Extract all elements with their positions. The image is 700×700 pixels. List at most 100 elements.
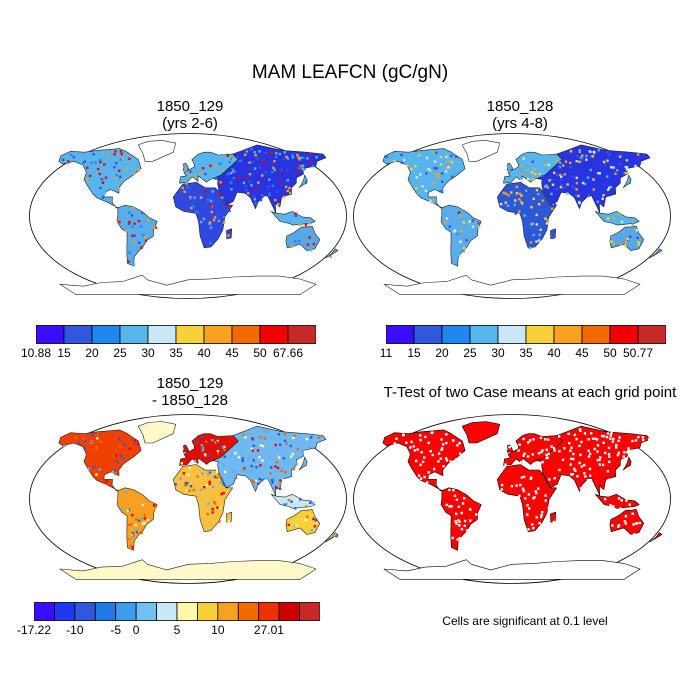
grid-cell (395, 437, 398, 440)
grid-cell (219, 162, 222, 165)
grid-cell (468, 220, 471, 223)
colorbar-3-box-5 (135, 602, 157, 621)
grid-cell (131, 225, 134, 228)
grid-cell (193, 196, 196, 199)
grid-cell (547, 506, 550, 510)
grid-cell (412, 445, 415, 448)
land-madagascar (226, 511, 232, 523)
grid-cell (204, 190, 207, 193)
grid-cell (549, 155, 552, 158)
grid-cell (610, 240, 613, 243)
grid-cell (545, 456, 548, 460)
grid-cell (598, 458, 601, 462)
grid-cell (211, 190, 214, 193)
grid-cell (424, 435, 427, 439)
significance-note: Cells are significant at 0.1 level (442, 614, 608, 628)
grid-cell (529, 439, 532, 442)
grid-cell (435, 167, 439, 170)
grid-cell (99, 440, 102, 443)
grid-cell (285, 442, 288, 445)
grid-cell (400, 153, 403, 157)
grid-cell (216, 449, 220, 453)
grid-cell (604, 162, 607, 165)
grid-cell (232, 177, 236, 180)
grid-cell (523, 214, 526, 217)
grid-cell (257, 181, 260, 184)
grid-cell (535, 240, 538, 243)
grid-cell (420, 451, 423, 454)
grid-cell (445, 459, 449, 462)
grid-cell (203, 453, 207, 456)
colorbar-3-box-7 (176, 602, 198, 621)
grid-cell (215, 212, 218, 216)
grid-cell (261, 194, 264, 197)
grid-cell (201, 449, 204, 452)
grid-cell (460, 511, 463, 515)
grid-cell (230, 172, 233, 175)
grid-cell (531, 523, 534, 526)
grid-cell (454, 520, 457, 523)
land-australia (285, 509, 321, 535)
grid-cell (535, 188, 539, 192)
grid-cell (434, 172, 438, 176)
grid-cell (433, 160, 437, 163)
grid-cell (551, 183, 555, 186)
grid-cell (252, 444, 255, 447)
grid-cell (98, 172, 101, 176)
grid-cell (462, 250, 466, 253)
grid-cell (210, 199, 213, 203)
grid-cell (550, 192, 553, 195)
colorbar-2-label-9: 50.77 (622, 346, 654, 360)
grid-cell (69, 153, 73, 157)
grid-cell (277, 203, 280, 206)
grid-cell (567, 432, 570, 436)
grid-cell (523, 225, 527, 228)
grid-cell (547, 163, 551, 167)
grid-cell (98, 433, 101, 436)
grid-cell (600, 434, 604, 438)
grid-cell (269, 472, 272, 475)
grid-cell (208, 471, 212, 474)
grid-cell (275, 486, 278, 490)
grid-cell (119, 175, 122, 179)
grid-cell (527, 528, 530, 531)
grid-cell (212, 218, 216, 222)
grid-cell (415, 459, 418, 463)
grid-cell (244, 184, 247, 188)
grid-cell (612, 242, 616, 245)
colorbar-1-box-7 (231, 325, 261, 344)
grid-cell (460, 527, 464, 531)
grid-cell (129, 523, 133, 526)
colorbar-2-label-5: 35 (519, 346, 533, 360)
grid-cell (143, 517, 147, 520)
grid-cell (128, 157, 131, 160)
grid-cell (135, 528, 138, 531)
grid-cell (558, 450, 561, 453)
grid-cell (569, 463, 572, 466)
land-uk (182, 444, 190, 453)
colorbar-1-label-0: 10.88 (20, 346, 52, 360)
grid-cell (597, 149, 600, 152)
grid-cell (640, 161, 644, 165)
grid-cell (243, 467, 246, 470)
grid-cell (261, 444, 265, 448)
grid-cell (284, 185, 288, 189)
grid-cell (133, 441, 136, 445)
grid-cell (134, 518, 138, 521)
grid-cell (499, 202, 503, 206)
grid-cell (445, 170, 448, 173)
grid-cell (475, 222, 479, 225)
grid-cell (458, 210, 462, 213)
colorbar-3-box-12 (278, 602, 300, 621)
grid-cell (133, 439, 137, 442)
grid-cell (142, 234, 145, 237)
grid-cell (571, 185, 574, 188)
grid-cell (131, 514, 134, 517)
grid-cell (518, 198, 521, 201)
grid-cell (189, 195, 192, 199)
grid-cell (598, 172, 601, 175)
grid-cell (223, 470, 227, 474)
grid-cell (248, 173, 252, 176)
grid-cell (245, 150, 249, 153)
grid-cell (445, 217, 449, 220)
